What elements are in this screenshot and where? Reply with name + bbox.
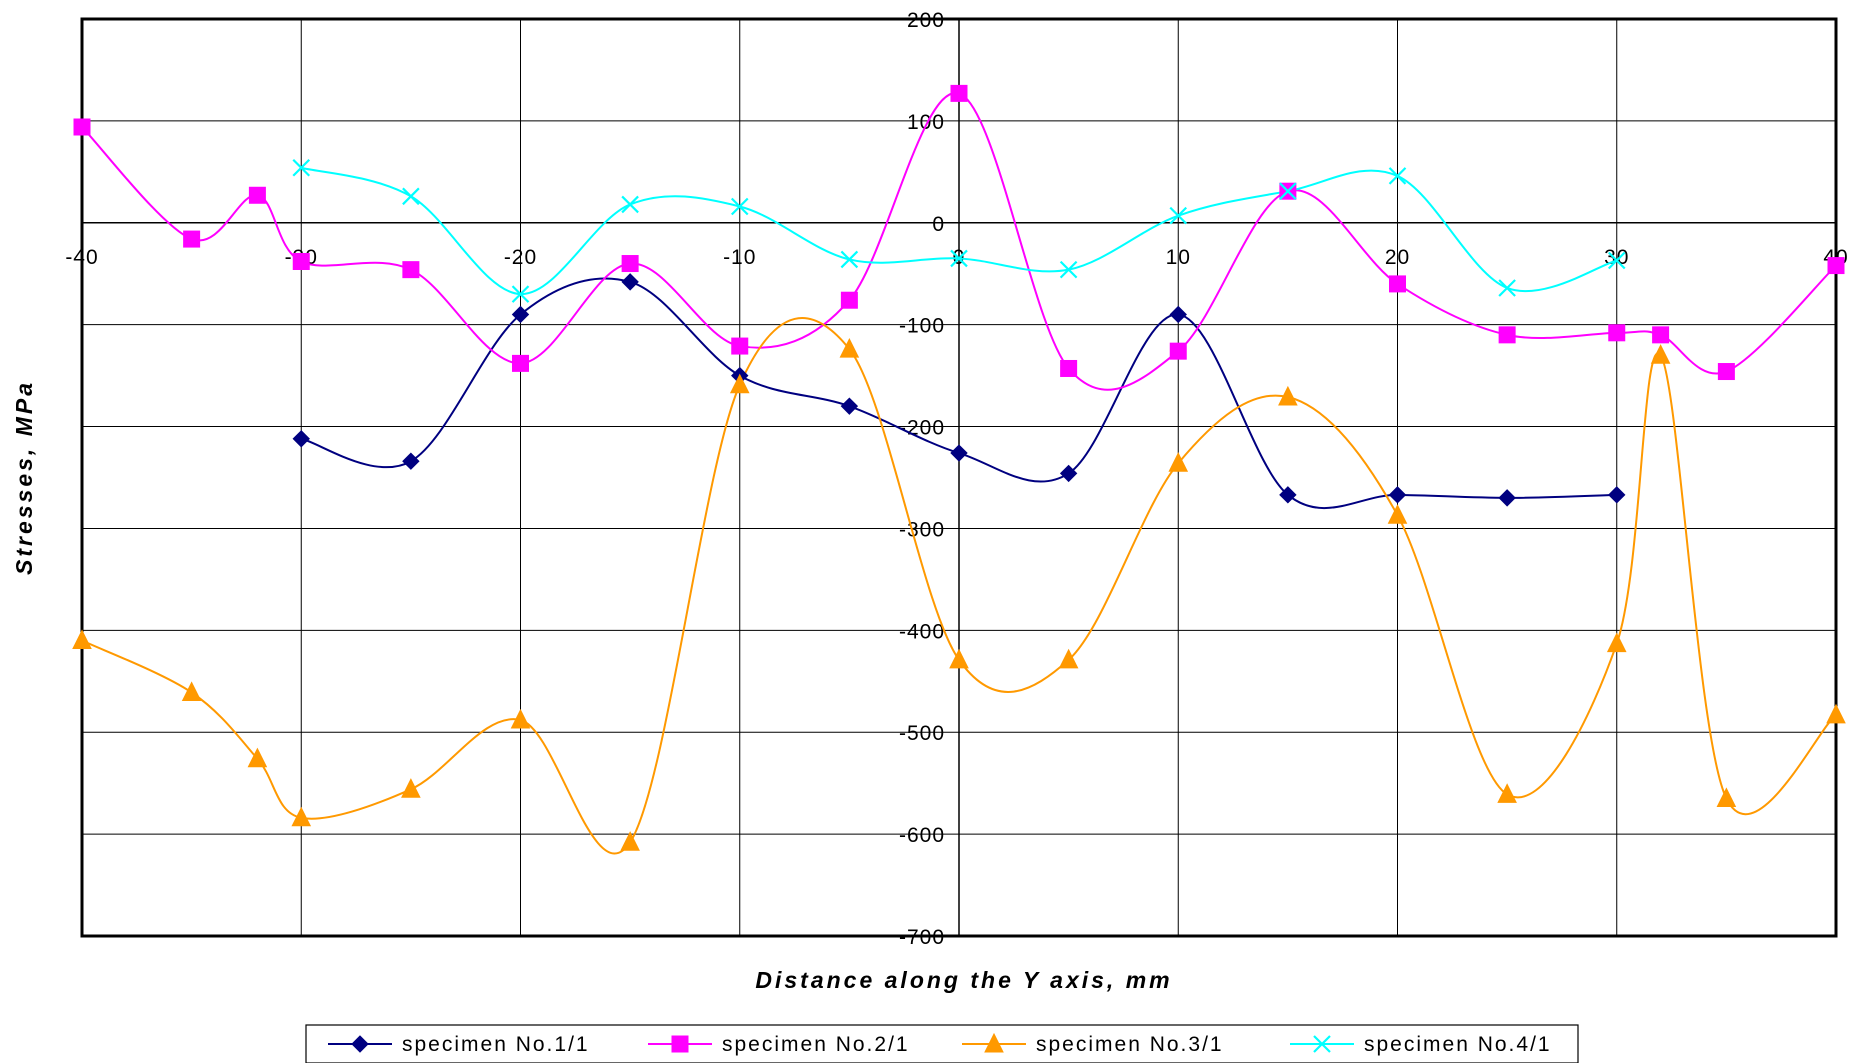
- y-tick-label: -500: [899, 722, 945, 745]
- x-tick-label: 10: [1166, 246, 1191, 269]
- data-point-series-1: [511, 305, 530, 324]
- data-point-series-3: [839, 338, 860, 358]
- legend-label-4: specimen No.4/1: [1364, 1033, 1552, 1056]
- data-point-series-2: [402, 261, 420, 279]
- y-tick-label: -100: [899, 315, 945, 338]
- data-point-series-2: [840, 291, 858, 309]
- data-point-series-3: [949, 648, 969, 669]
- data-point-series-1: [1059, 464, 1078, 483]
- x-tick-label: -40: [65, 246, 98, 269]
- x-tick-label: 20: [1385, 246, 1410, 269]
- data-point-series-1: [950, 444, 968, 462]
- data-point-series-2: [621, 255, 639, 273]
- data-point-series-1: [402, 452, 420, 470]
- data-point-series-3: [620, 831, 640, 851]
- data-point-series-3: [291, 806, 312, 827]
- data-point-series-1: [292, 430, 310, 448]
- y-tick-label: 200: [907, 9, 945, 32]
- x-axis-title: Distance along the Y axis, mm: [755, 967, 1172, 993]
- grid: [81, 18, 1837, 937]
- data-point-series-3: [1058, 648, 1079, 669]
- y-tick-label: -600: [899, 824, 945, 847]
- data-point-series-1: [1608, 486, 1626, 504]
- data-point-series-2: [1060, 359, 1078, 377]
- data-point-series-1: [1388, 486, 1407, 504]
- legend-marker-4: [1313, 1035, 1331, 1053]
- data-point-series-2: [73, 118, 91, 136]
- data-point-series-2: [1717, 363, 1735, 381]
- data-point-series-4: [1279, 182, 1297, 200]
- y-tick-label: -400: [899, 620, 945, 643]
- data-point-series-3: [401, 778, 421, 798]
- data-point-series-2: [1389, 275, 1406, 293]
- data-point-series-4: [292, 158, 311, 177]
- data-point-series-2: [183, 230, 201, 248]
- data-point-series-2: [1652, 326, 1670, 344]
- data-point-series-3: [72, 629, 92, 650]
- series-markers: [72, 84, 1846, 851]
- data-point-series-4: [1059, 260, 1078, 279]
- data-point-series-3: [729, 373, 750, 394]
- data-point-series-3: [1826, 703, 1846, 724]
- data-point-series-4: [950, 249, 968, 268]
- data-point-series-2: [1498, 326, 1516, 344]
- legend-marker-3: [984, 1032, 1004, 1053]
- data-point-series-3: [181, 681, 202, 701]
- data-point-series-1: [1169, 305, 1187, 324]
- y-tick-label: -700: [899, 926, 945, 949]
- data-point-series-4: [1607, 251, 1626, 270]
- data-point-series-1: [1498, 489, 1516, 507]
- data-point-series-2: [292, 252, 310, 270]
- data-point-series-2: [731, 337, 749, 355]
- legend-marker-2: [671, 1035, 689, 1053]
- data-point-series-2: [950, 84, 968, 102]
- data-point-series-2: [512, 354, 529, 372]
- y-tick-label: 0: [932, 213, 945, 236]
- data-point-series-2: [1169, 342, 1187, 360]
- data-point-series-1: [840, 397, 859, 415]
- y-tick-label: -300: [899, 518, 945, 541]
- data-point-series-4: [1498, 279, 1516, 297]
- x-tick-label: -10: [723, 246, 756, 269]
- data-point-series-3: [1387, 504, 1408, 524]
- y-tick-label: -200: [899, 417, 945, 440]
- y-tick-label: 100: [907, 111, 945, 134]
- data-point-series-4: [621, 195, 639, 214]
- legend: specimen No.1/1 specimen No.2/1 specimen N…: [305, 1024, 1579, 1063]
- data-point-series-4: [1388, 167, 1407, 185]
- data-point-series-4: [511, 285, 530, 303]
- x-tick-label: -20: [504, 246, 537, 269]
- data-point-series-3: [1168, 452, 1189, 472]
- data-point-series-4: [1169, 206, 1188, 225]
- data-point-series-2: [248, 186, 266, 204]
- data-point-series-3: [1716, 787, 1737, 807]
- tick-labels: -40-30-20-100102030402001000-100-200-300…: [65, 9, 1847, 949]
- data-point-series-3: [247, 747, 268, 768]
- data-point-series-1: [621, 273, 639, 291]
- data-point-series-3: [1650, 344, 1671, 364]
- data-point-series-2: [1608, 324, 1626, 342]
- legend-label-2: specimen No.2/1: [722, 1033, 910, 1056]
- data-point-series-3: [510, 708, 531, 729]
- legend-box: [305, 1024, 1579, 1063]
- legend-marker-1: [351, 1035, 369, 1053]
- data-point-series-3: [1606, 632, 1627, 653]
- data-point-series-4: [402, 187, 420, 206]
- data-point-series-4: [730, 197, 749, 216]
- data-point-series-4: [840, 250, 859, 269]
- y-axis-title: Stresses, MPa: [11, 380, 37, 575]
- data-point-series-3: [1278, 385, 1298, 406]
- legend-label-1: specimen No.1/1: [402, 1033, 590, 1056]
- data-point-series-1: [1279, 486, 1297, 504]
- data-point-series-3: [1497, 783, 1517, 803]
- data-point-series-2: [1827, 257, 1845, 275]
- plot-area-border: [80, 17, 1838, 938]
- legend-label-3: specimen No.3/1: [1036, 1033, 1224, 1056]
- x-tick-label: 30: [1604, 246, 1629, 269]
